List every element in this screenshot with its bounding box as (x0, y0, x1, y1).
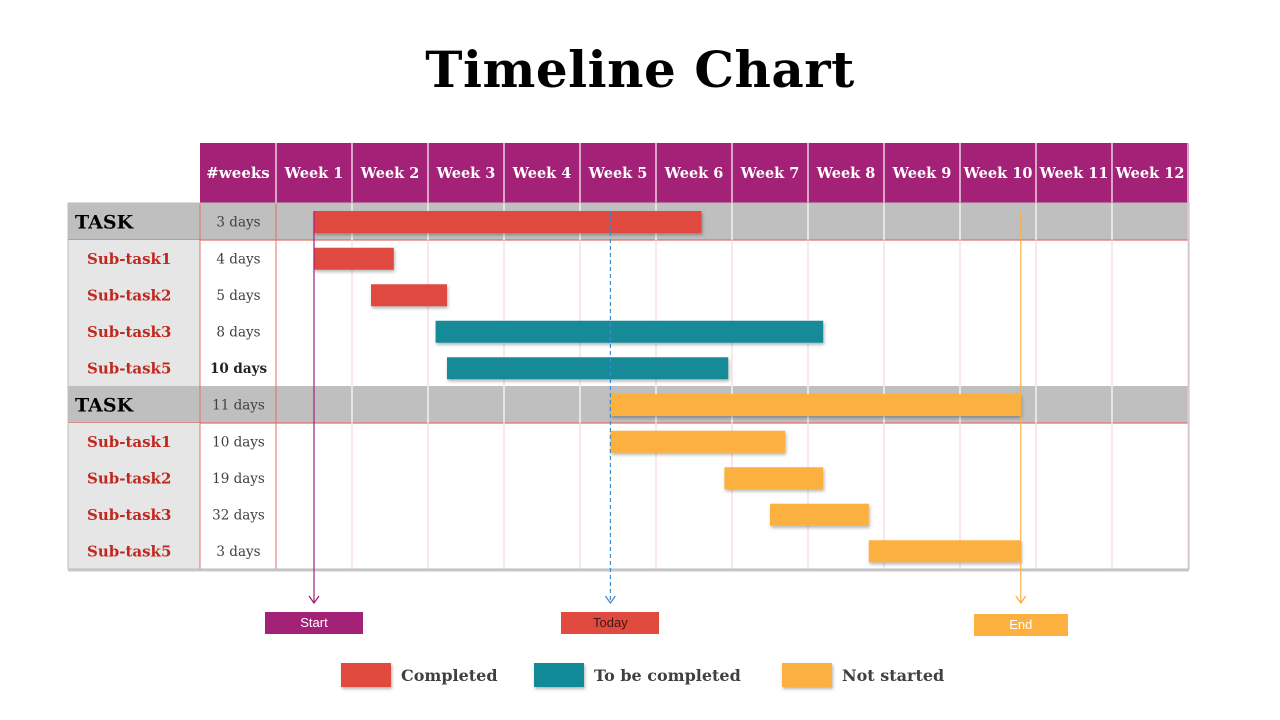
duration-label: 8 days (216, 324, 260, 340)
subtask-label-cell (68, 532, 200, 569)
legend-swatch-not-started (782, 663, 832, 687)
table-border (67, 202, 1190, 570)
header-week-3: Week 3 (436, 165, 496, 182)
marker-arrow-start (308, 595, 320, 605)
duration-label: 3 days (216, 544, 260, 560)
legend-label-completed: Completed (401, 665, 498, 685)
duration-label: 4 days (216, 251, 260, 267)
timeline-bar (314, 211, 702, 233)
legend-label-not-started: Not started (842, 665, 945, 685)
header-band (200, 143, 1189, 203)
task-label: TASK (75, 395, 135, 417)
header-count-label: #weeks (206, 164, 269, 182)
duration-label: 10 days (210, 361, 268, 377)
task-label: TASK (75, 212, 135, 234)
marker-arrow-end (1015, 595, 1027, 605)
header-week-4: Week 4 (512, 165, 572, 182)
header-week-9: Week 9 (892, 165, 952, 182)
header-week-1: Week 1 (284, 165, 344, 182)
timeline-bar (371, 284, 447, 307)
subtask-label: Sub-task5 (87, 359, 171, 377)
legend-label-to-be-completed: To be completed (594, 665, 741, 685)
duration-label: 3 days (216, 215, 260, 231)
legend-swatch-to-be-completed (534, 663, 584, 687)
marker-today: Today (561, 612, 660, 634)
timeline-bar (610, 430, 786, 453)
duration-label: 32 days (212, 507, 265, 523)
header-week-8: Week 8 (816, 165, 876, 182)
duration-label: 11 days (212, 398, 265, 414)
timeline-bar (435, 320, 824, 343)
subtask-label: Sub-task3 (87, 323, 171, 341)
subtask-label: Sub-task2 (87, 286, 171, 304)
header-week-5: Week 5 (588, 165, 648, 182)
subtask-label-cell (68, 313, 200, 350)
duration-label: 5 days (216, 288, 260, 304)
subtask-label: Sub-task5 (87, 542, 171, 560)
subtask-label: Sub-task1 (87, 250, 171, 268)
marker-arrow-today (604, 595, 616, 605)
header-week-6: Week 6 (664, 165, 724, 182)
legend-not-started: Not started (782, 662, 944, 688)
timeline-bar (868, 540, 1021, 563)
legend-to-be-completed: To be completed (534, 662, 741, 688)
subtask-label-cell (68, 459, 200, 496)
subtask-label-cell (68, 349, 200, 386)
subtask-label: Sub-task2 (87, 469, 171, 487)
timeline-bar (610, 394, 1021, 416)
legend-completed: Completed (341, 662, 498, 688)
header-week-12: Week 12 (1115, 165, 1185, 182)
subtask-label: Sub-task1 (87, 433, 171, 451)
page-title: Timeline Chart (425, 40, 855, 99)
marker-end: End (973, 614, 1068, 636)
duration-label: 19 days (212, 471, 265, 487)
subtask-label-cell (68, 276, 200, 313)
subtask-label: Sub-task3 (87, 506, 171, 524)
duration-label: 10 days (212, 434, 265, 450)
timeline-bar (770, 503, 869, 526)
marker-start: Start (265, 612, 363, 634)
header-week-2: Week 2 (360, 165, 420, 182)
timeline-bar (314, 247, 394, 270)
header-week-10: Week 10 (963, 165, 1033, 182)
subtask-label-cell (68, 423, 200, 460)
header-week-7: Week 7 (740, 165, 800, 182)
header-week-11: Week 11 (1039, 165, 1109, 182)
timeline-bar (447, 357, 729, 380)
subtask-label-cell (68, 496, 200, 533)
timeline-bar (724, 467, 824, 490)
legend-swatch-completed (341, 663, 391, 687)
subtask-label-cell (68, 240, 200, 277)
